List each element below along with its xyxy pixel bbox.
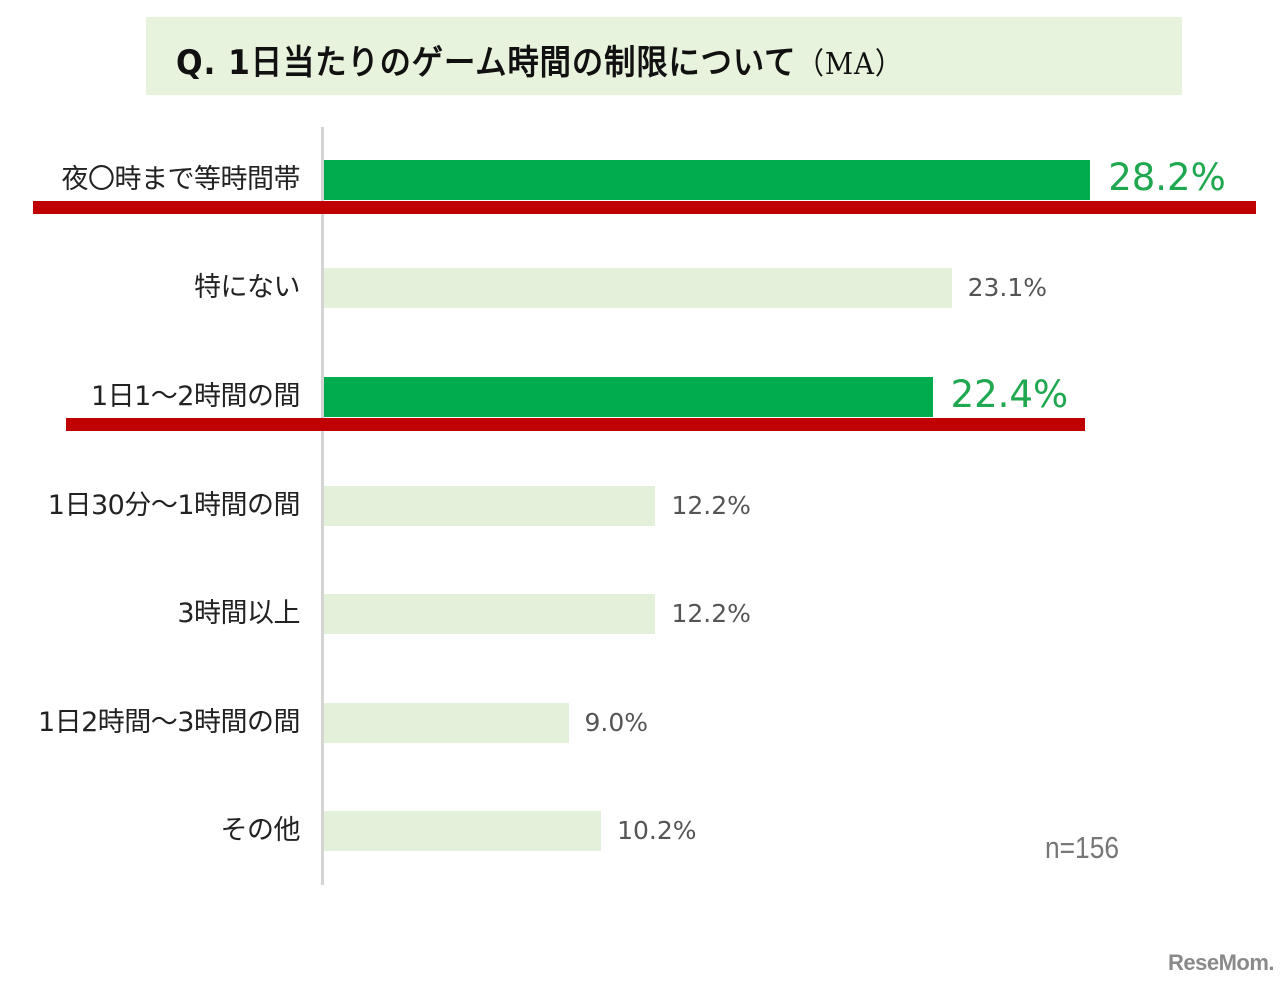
value-label: 12.2% [671,599,751,628]
highlight-underline-2 [66,418,1085,431]
category-label: 1日30分～1時間の間 [47,490,301,521]
bar [324,703,569,743]
highlight-underline-1 [33,201,1256,214]
category-axis-line [321,127,324,885]
chart-row: 特にない 23.1% [0,268,1280,308]
chart-row: その他 10.2% [0,811,1280,851]
category-label: 1日2時間～3時間の間 [37,707,301,738]
bar [324,160,1091,200]
value-label: 10.2% [617,816,697,845]
value-label: 22.4% [950,373,1069,416]
category-label: 1日1～2時間の間 [90,381,301,412]
chart-title-main: Q. 1日当たりのゲーム時間の制限について [176,43,797,83]
category-label: 夜〇時まで等時間帯 [61,164,301,195]
value-label: 9.0% [584,708,649,737]
value-label: 12.2% [671,491,751,520]
bar [324,594,656,634]
chart-title-suffix: （MA） [796,47,904,82]
value-label: 28.2% [1108,156,1226,199]
bar [324,377,933,417]
bar [324,486,656,526]
chart-row: 1日1～2時間の間 22.4% [0,373,1280,417]
chart-row: 1日30分～1時間の間 12.2% [0,486,1280,526]
bar [324,268,952,308]
chart-row: 1日2時間～3時間の間 9.0% [0,703,1280,743]
value-label: 23.1% [967,273,1048,302]
chart-row: 3時間以上 12.2% [0,594,1280,634]
bar [324,811,602,851]
category-label: その他 [220,815,301,846]
watermark-logo: ReseMom. [1168,950,1275,975]
chart-title-box: Q. 1日当たりのゲーム時間の制限について（MA） [146,17,1182,95]
category-label: 3時間以上 [177,598,300,629]
sample-size-label: n=156 [1045,830,1120,865]
chart-title: Q. 1日当たりのゲーム時間の制限について（MA） [176,35,903,84]
category-label: 特にない [194,272,301,303]
chart-row: 夜〇時まで等時間帯 28.2% [0,156,1280,200]
